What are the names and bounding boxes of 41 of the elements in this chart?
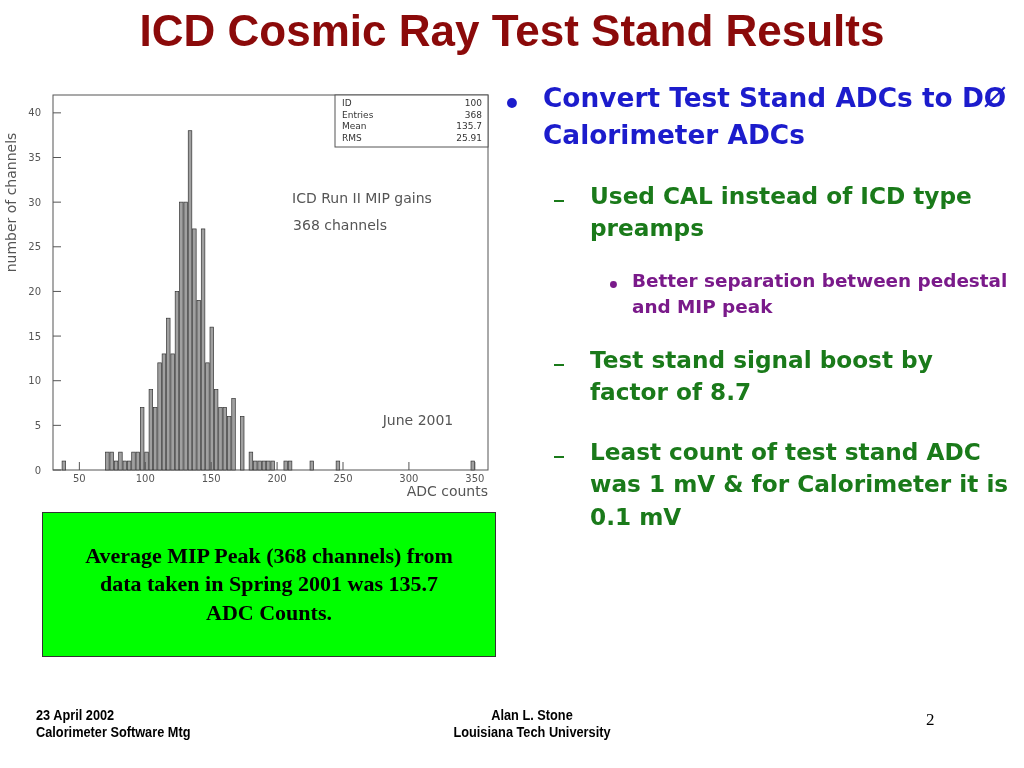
annotation: ICD Run II MIP gains bbox=[292, 190, 432, 206]
annotation: 368 channels bbox=[293, 217, 387, 233]
annotation: 100 bbox=[464, 98, 483, 108]
annotation: 368 bbox=[464, 109, 483, 120]
annotation: RMS bbox=[342, 132, 363, 143]
x-tick-label: 200 bbox=[267, 473, 287, 484]
x-tick-label: 50 bbox=[73, 473, 86, 484]
annotation: ID bbox=[342, 98, 352, 108]
text: Louisiana Tech University bbox=[453, 723, 611, 740]
annotation: Entries bbox=[342, 109, 374, 120]
x-tick-label: 150 bbox=[201, 473, 221, 484]
annotation: 25.91 bbox=[456, 132, 482, 143]
x-tick-label: 250 bbox=[333, 473, 353, 484]
text: Alan L. Stone bbox=[491, 706, 573, 723]
text: 23 April 2002 bbox=[36, 706, 115, 723]
y-tick-label: 35 bbox=[28, 152, 41, 163]
x-tick-label: 350 bbox=[465, 473, 485, 484]
x-tick-label: 100 bbox=[135, 473, 155, 484]
x-axis-title: ADC counts bbox=[406, 483, 488, 499]
annotation: June 2001 bbox=[381, 412, 454, 428]
y-axis-title: number of channels bbox=[3, 132, 19, 273]
text: Test stand signal boost by factor of 8.7 bbox=[589, 345, 934, 408]
chart-title: ICD Cosmic Ray Test Stand Results bbox=[138, 6, 886, 56]
y-tick-label: 5 bbox=[34, 419, 41, 431]
y-tick-label: 20 bbox=[28, 285, 41, 297]
x-tick-label: 300 bbox=[399, 473, 419, 484]
text: Least count of test stand ADC was 1 mV & for Calorimeter it is 0.1 mV bbox=[589, 437, 1010, 532]
annotation: Mean bbox=[342, 121, 367, 131]
y-tick-label: 25 bbox=[28, 241, 41, 253]
y-tick-label: 40 bbox=[28, 107, 41, 119]
annotation: 135.7 bbox=[456, 121, 482, 131]
text: Average MIP Peak (368 channels) from data taken in Spring 2001 was 135.7 ADC Counts. bbox=[42, 512, 496, 657]
y-tick-label: 15 bbox=[28, 330, 41, 342]
y-tick-label: 10 bbox=[28, 375, 41, 387]
text: Convert Test Stand ADCs to DØ Calorimeter ADCs bbox=[542, 81, 1008, 152]
text: Used CAL instead of ICD type preamps bbox=[589, 181, 973, 244]
text: Calorimeter Software Mtg bbox=[36, 723, 191, 740]
text: Better separation between pedestal and MIP peak bbox=[631, 269, 1008, 319]
text: 2 bbox=[926, 710, 935, 730]
y-tick-label: 30 bbox=[28, 196, 41, 208]
y-tick-label: 0 bbox=[34, 464, 41, 476]
